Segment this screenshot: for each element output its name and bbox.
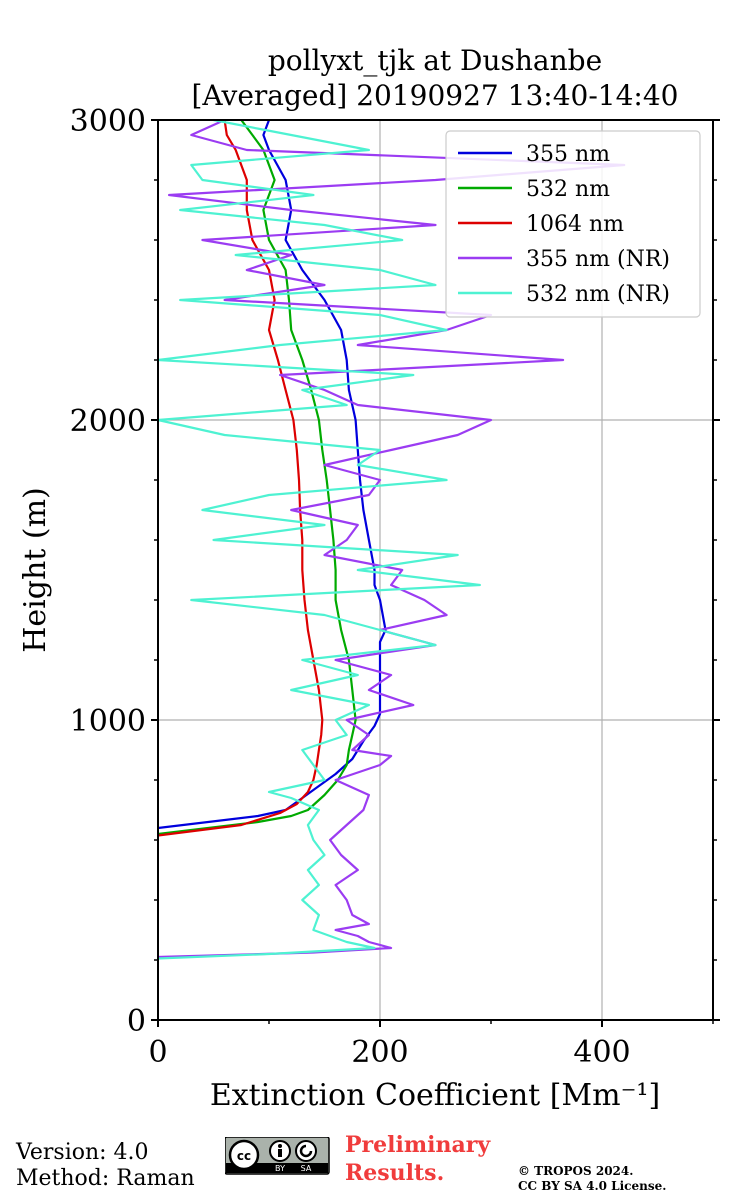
legend-label-1: 532 nm [526, 177, 610, 202]
cc-by-label: BY [275, 1164, 285, 1173]
y-tick-label: 2000 [70, 404, 146, 439]
x-tick-label: 400 [573, 1035, 630, 1070]
copyright-line-2: CC BY SA 4.0 License. [518, 1179, 667, 1193]
cc-by-sa-icon: cc BY SA [225, 1137, 330, 1175]
method-label: Method: Raman [16, 1166, 195, 1191]
x-axis-label: Extinction Coefficient [Mm⁻¹] [210, 1078, 660, 1113]
y-tick-label: 1000 [70, 704, 146, 739]
copyright-notice: © TROPOS 2024. CC BY SA 4.0 License. [518, 1164, 666, 1194]
preliminary-line-1: Preliminary [345, 1132, 491, 1158]
y-tick-label: 3000 [70, 104, 146, 139]
series-line-0 [157, 119, 387, 830]
series-line-1 [157, 119, 357, 836]
series-line-2 [157, 119, 324, 837]
preliminary-line-2: Results. [345, 1160, 445, 1186]
y-tick-label: 0 [127, 1004, 146, 1039]
series-line-3 [157, 118, 626, 959]
legend: 355 nm 532 nm 1064 nm 355 nm (NR) 532 nm (NR… [445, 130, 701, 318]
preliminary-notice: Preliminary Results. [345, 1131, 490, 1187]
legend-label-0: 355 nm [526, 142, 610, 167]
series-layer [156, 118, 626, 960]
cc-sa-label: SA [301, 1164, 312, 1173]
legend-label-2: 1064 nm [526, 212, 624, 237]
y-axis-label: Height (m) [18, 487, 53, 652]
x-tick-label: 0 [148, 1035, 167, 1070]
version-label: Version: 4.0 [16, 1140, 149, 1165]
legend-label-4: 532 nm (NR) [526, 282, 670, 307]
ticks: 0 200 400 0 1000 2000 3000 [70, 104, 720, 1070]
extinction-chart: pollyxt_tjk at Dushanbe [Averaged] 20190… [18, 44, 720, 1113]
legend-box [445, 130, 701, 318]
chart-title: pollyxt_tjk at Dushanbe [268, 44, 602, 77]
series-line-4 [156, 118, 481, 960]
x-tick-label: 200 [351, 1035, 408, 1070]
chart-subtitle: [Averaged] 20190927 13:40-14:40 [192, 79, 679, 112]
axes-frame [157, 119, 714, 1021]
legend-label-3: 355 nm (NR) [526, 247, 670, 272]
svg-text:cc: cc [237, 1149, 251, 1163]
copyright-line-1: © TROPOS 2024. [518, 1164, 634, 1178]
